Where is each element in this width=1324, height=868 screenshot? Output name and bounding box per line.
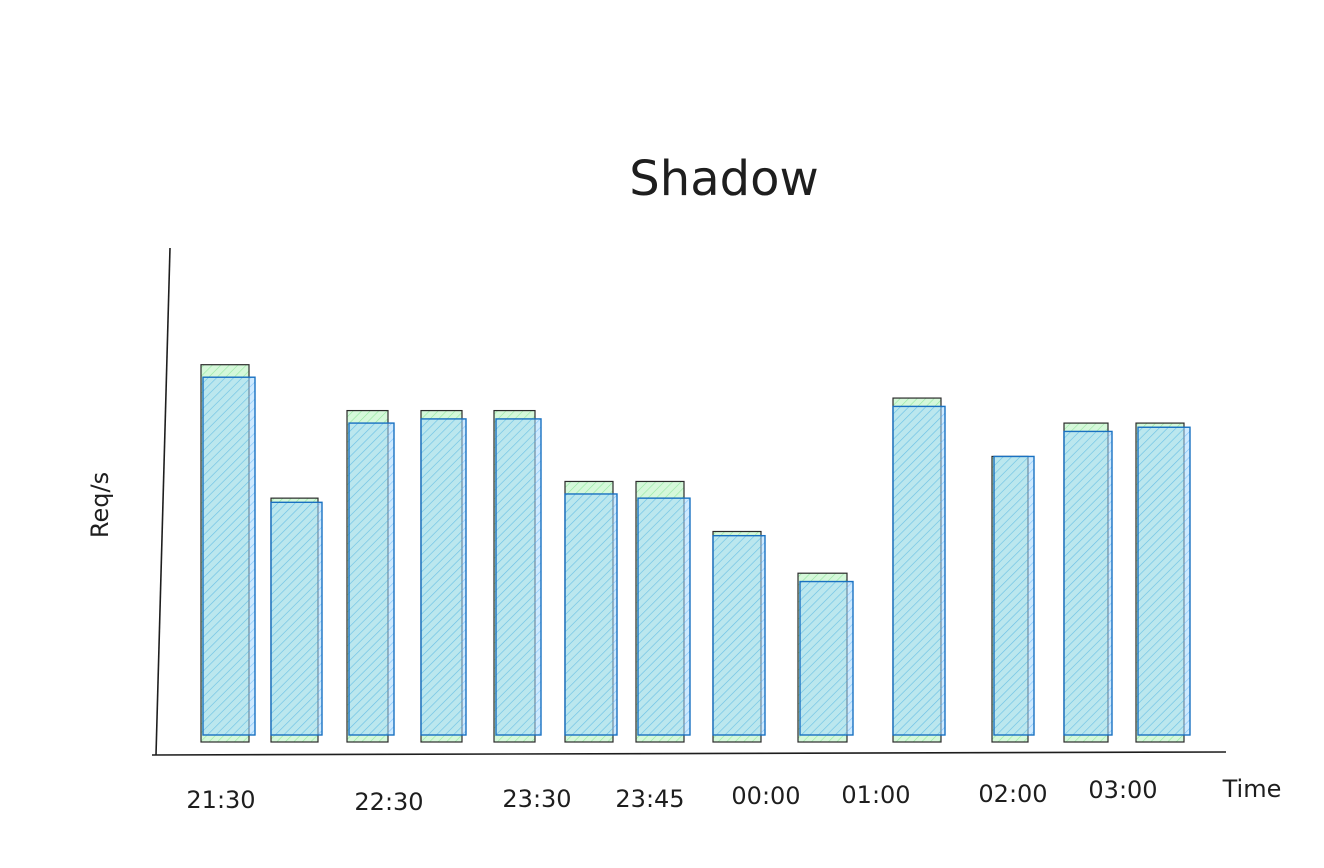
y-axis-line — [155, 247, 171, 756]
main-bar — [1063, 430, 1113, 736]
x-tick-labels: 21:30 22:30 23:30 23:45 00:00 01:00 02:00 03:00 — [186, 776, 1157, 816]
main-bar — [637, 497, 691, 736]
x-axis-line — [151, 751, 1227, 756]
chart-title: Shadow — [629, 151, 818, 207]
main-bar — [799, 580, 854, 736]
main-bar — [564, 493, 618, 736]
x-tick-label: 03:00 — [1088, 776, 1157, 804]
main-bar — [892, 405, 946, 736]
main-bar — [712, 534, 766, 736]
main-bar — [270, 501, 323, 736]
main-bar — [348, 422, 395, 736]
x-axis-label: Time — [1222, 775, 1282, 803]
x-tick-label: 23:45 — [615, 785, 684, 813]
main-bar — [420, 418, 467, 736]
x-tick-label: 21:30 — [186, 786, 255, 814]
x-tick-label: 02:00 — [978, 780, 1047, 808]
x-tick-label: 22:30 — [354, 788, 423, 816]
x-tick-label: 01:00 — [841, 781, 910, 809]
y-axis-label: Req/s — [86, 472, 114, 538]
x-tick-label: 00:00 — [731, 782, 800, 810]
main-bar — [202, 376, 256, 736]
main-bar — [495, 418, 542, 736]
main-bar — [993, 455, 1035, 736]
x-tick-label: 23:30 — [502, 785, 571, 813]
bars-group — [200, 364, 1191, 743]
main-bar — [1137, 426, 1191, 736]
